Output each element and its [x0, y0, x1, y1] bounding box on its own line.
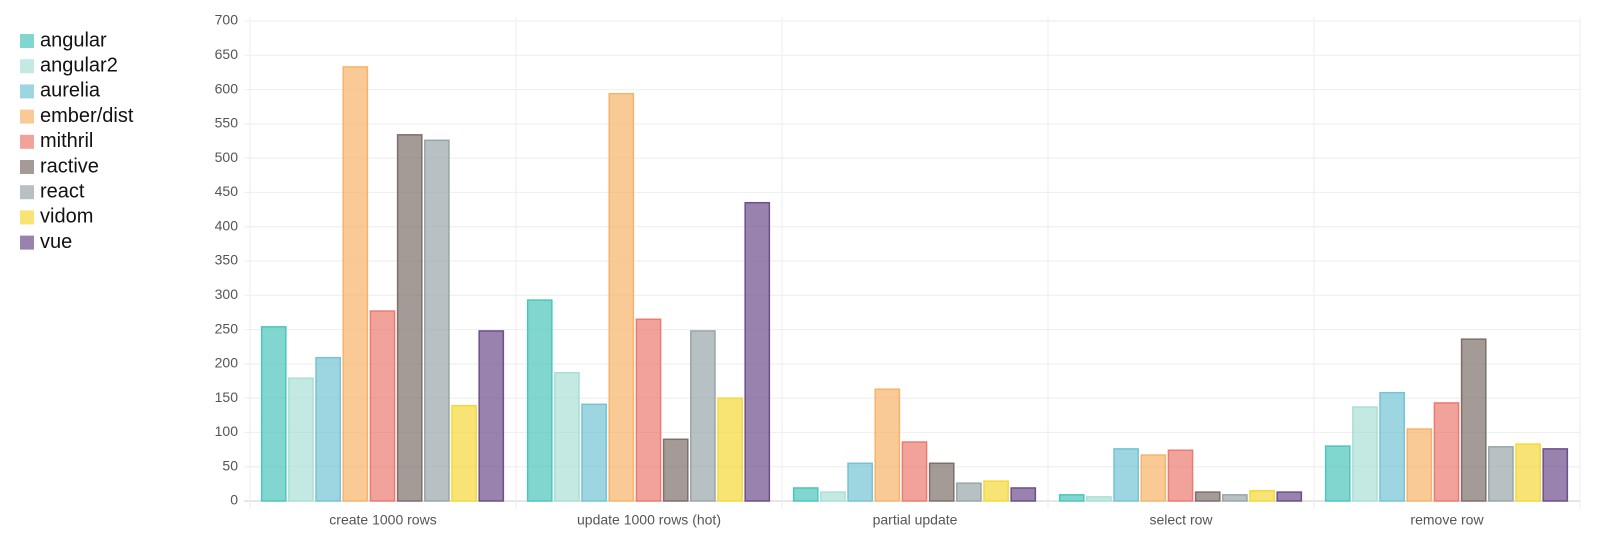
y-tick-label: 150 — [215, 389, 239, 405]
bar — [1222, 494, 1248, 502]
legend-swatch — [20, 185, 34, 200]
legend-label: ember/dist — [40, 105, 134, 127]
bar — [956, 482, 982, 502]
y-tick-label: 0 — [230, 492, 238, 508]
legend-swatch — [20, 84, 34, 99]
legend-label: vue — [40, 231, 72, 253]
bar — [1488, 446, 1514, 502]
bar — [608, 92, 635, 502]
x-tick-label: update 1000 rows (hot) — [577, 512, 721, 528]
bar — [1515, 443, 1541, 502]
bar — [526, 299, 553, 502]
bar — [1194, 491, 1221, 502]
bar — [581, 403, 607, 502]
bar — [1542, 448, 1569, 502]
bar — [1058, 494, 1085, 502]
bar — [662, 438, 689, 502]
bar — [717, 397, 743, 502]
bar — [820, 491, 846, 502]
bar — [451, 404, 477, 502]
bar — [1249, 489, 1275, 502]
legend-label: angular — [40, 29, 107, 51]
legend-swatch — [20, 34, 34, 48]
bar — [928, 462, 955, 502]
y-tick-label: 700 — [215, 12, 239, 28]
legend-swatch — [20, 160, 34, 174]
y-tick-label: 350 — [215, 252, 239, 268]
bar — [1167, 449, 1194, 502]
x-tick-label: select row — [1149, 512, 1213, 528]
y-tick-label: 50 — [222, 457, 238, 473]
bar — [635, 318, 662, 502]
bar — [1406, 428, 1433, 502]
bar — [792, 487, 819, 502]
bar — [1352, 406, 1378, 502]
bar — [874, 388, 901, 502]
bar — [1433, 402, 1460, 502]
y-tick-label: 550 — [215, 115, 239, 131]
legend-swatch — [20, 134, 34, 149]
bar — [396, 134, 423, 502]
bar — [744, 201, 771, 502]
bar — [690, 330, 716, 502]
x-tick-label: remove row — [1410, 512, 1484, 528]
bar — [983, 480, 1009, 502]
bar — [847, 462, 873, 502]
y-tick-label: 300 — [215, 286, 239, 302]
legend-swatch — [20, 109, 34, 124]
bar — [1086, 496, 1112, 502]
bar — [315, 356, 341, 502]
bar — [342, 66, 369, 502]
y-tick-label: 600 — [215, 80, 239, 96]
bar — [1379, 391, 1405, 502]
legend-swatch — [20, 59, 34, 74]
bar — [288, 377, 314, 502]
legend-label: react — [40, 180, 85, 202]
legend-label: vidom — [40, 206, 93, 228]
y-tick-label: 200 — [215, 355, 239, 371]
bar — [1010, 487, 1037, 502]
bar — [1140, 454, 1167, 502]
bar — [369, 310, 396, 502]
bar — [424, 139, 450, 502]
y-tick-label: 250 — [215, 320, 239, 336]
bar — [478, 330, 505, 502]
legend-label: mithril — [40, 130, 93, 152]
bar — [1276, 491, 1303, 502]
bar — [554, 372, 580, 502]
legend-swatch — [20, 235, 34, 250]
legend-label: angular2 — [40, 54, 118, 76]
bar — [1460, 338, 1487, 502]
legend-swatch — [20, 210, 34, 225]
bar — [901, 441, 928, 502]
x-tick-label: partial update — [873, 512, 958, 528]
bar — [260, 326, 287, 502]
y-tick-label: 400 — [215, 217, 239, 233]
y-tick-label: 500 — [215, 149, 239, 165]
bar — [1113, 448, 1139, 502]
y-tick-label: 100 — [215, 423, 239, 439]
legend-label: ractive — [40, 155, 99, 177]
x-tick-label: create 1000 rows — [329, 512, 436, 528]
y-tick-label: 450 — [215, 183, 239, 199]
legend-label: aurelia — [40, 80, 101, 102]
bar — [1324, 445, 1351, 502]
y-tick-label: 650 — [215, 46, 239, 62]
